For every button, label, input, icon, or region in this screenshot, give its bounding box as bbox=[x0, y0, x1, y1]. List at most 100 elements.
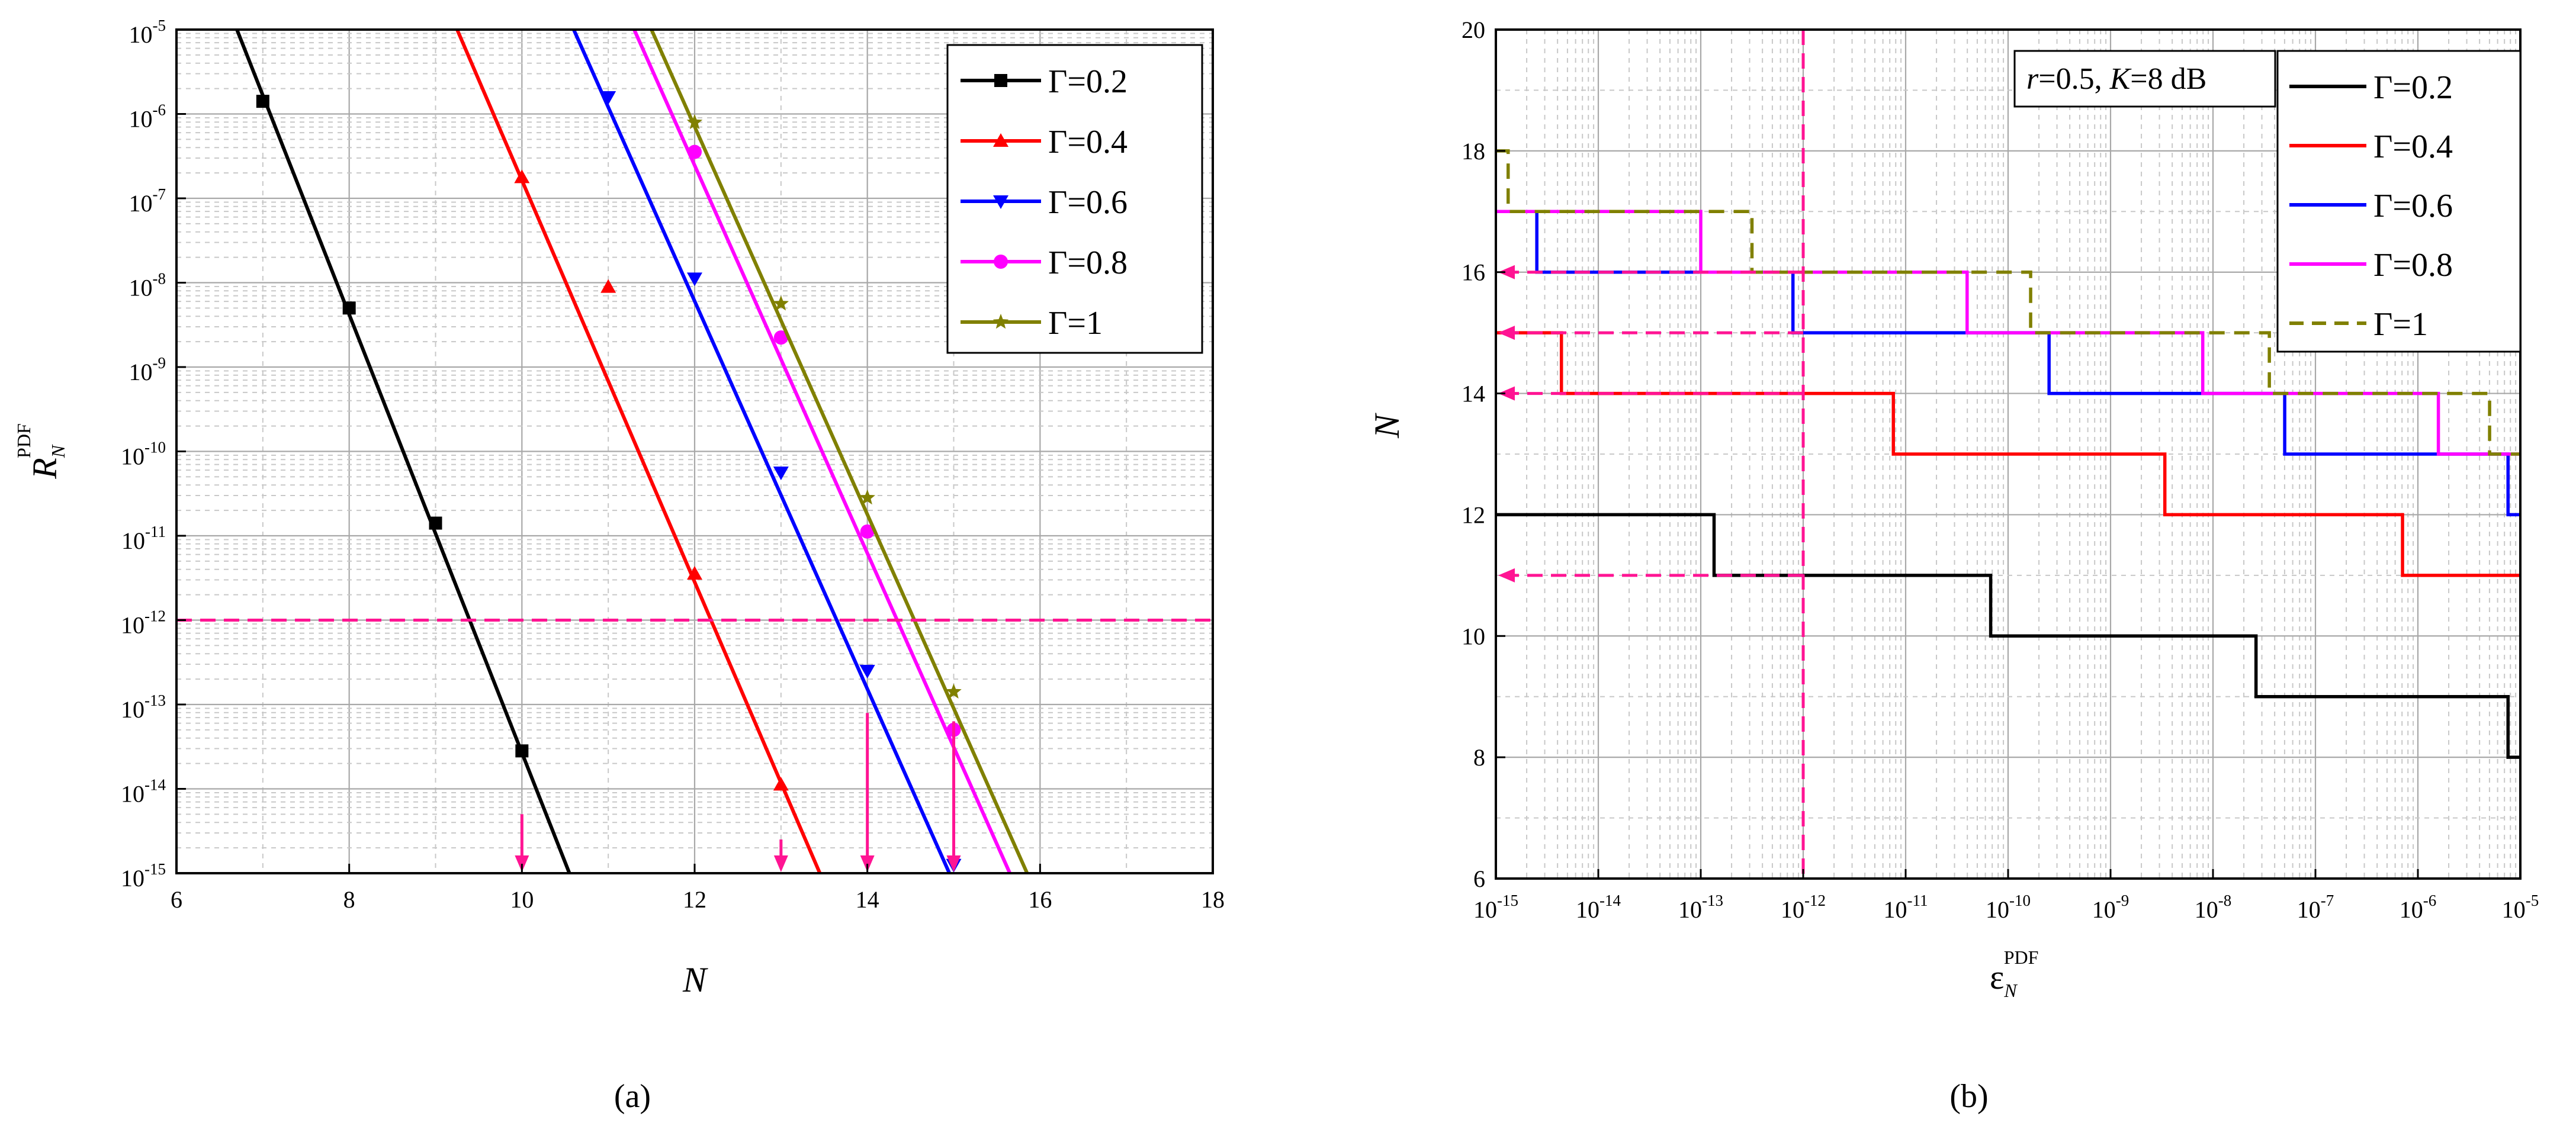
panel-b-legend-item: Γ=0.4 bbox=[2289, 128, 2453, 165]
panel-a-data-point bbox=[514, 169, 530, 184]
panel-b-arrow-head bbox=[1498, 568, 1515, 583]
panel-a-legend-marker bbox=[993, 133, 1008, 147]
panel-a-legend-marker bbox=[994, 74, 1007, 87]
panel-a-legend-marker bbox=[993, 314, 1009, 329]
panel-a-y-tick-label: 10-6 bbox=[129, 101, 166, 133]
panel-b-series bbox=[1496, 149, 2520, 759]
panel-a-x-tick-label: 8 bbox=[343, 886, 355, 913]
panel-b-annotation-text: r=0.5, K=8 dB bbox=[2026, 62, 2206, 96]
panel-a-data-point bbox=[946, 683, 962, 699]
panel-b-x-tick-label-base: 10 bbox=[1678, 896, 1702, 923]
panel-b-y-tick-label: 6 bbox=[1473, 866, 1485, 892]
panel-b-arrow-head bbox=[1498, 265, 1515, 279]
panel-b-caption: (b) bbox=[1949, 1078, 1988, 1115]
panel-a-x-tick-label: 14 bbox=[856, 886, 879, 913]
panel-b-x-tick-label-base: 10 bbox=[2502, 896, 2526, 923]
panel-a-x-tick-label: 18 bbox=[1201, 886, 1225, 913]
panel-b-legend-item: Γ=0.2 bbox=[2289, 69, 2453, 106]
panel-a-legend-marker bbox=[993, 195, 1008, 209]
panel-a-y-tick-label-exp: -9 bbox=[153, 354, 166, 372]
panel-b-annotation-box bbox=[2013, 50, 2276, 108]
panel-a-y-tick-label-exp: -6 bbox=[153, 101, 166, 119]
panel-b-legend-box bbox=[2276, 50, 2522, 353]
panel-b-y-tick-label: 8 bbox=[1473, 744, 1485, 771]
panel-b-x-tick-label: 10-10 bbox=[1986, 892, 2031, 923]
panel-a-series-4 bbox=[650, 28, 1029, 874]
panel-a-y-tick-label-base: 10 bbox=[129, 190, 153, 217]
panel-a-y-tick-label-exp: -7 bbox=[153, 185, 166, 203]
panel-a-y-axis-title-main: R bbox=[25, 458, 64, 479]
panel-a-data-point bbox=[687, 566, 702, 580]
svg-text:εNPDF: εN PDF bbox=[1990, 947, 2038, 1001]
panel-b-legend-label: Γ=1 bbox=[2373, 306, 2428, 343]
panel-a-series-1 bbox=[455, 28, 822, 874]
panel-a-y-tick-label-exp: -10 bbox=[144, 439, 166, 456]
panel-b-y-tick-label: 18 bbox=[1462, 138, 1485, 165]
panel-b-annotation-r-label: r bbox=[2026, 62, 2039, 96]
panel-a-y-tick-label-base: 10 bbox=[121, 612, 144, 639]
panel-a-legend-item: Γ=0.6 bbox=[961, 184, 1128, 221]
panel-a-data-point bbox=[686, 114, 703, 130]
panel-a-y-tick-label: 10-10 bbox=[121, 439, 166, 470]
panel-a-y-axis-title: RN PDF bbox=[13, 423, 69, 479]
panel-b-y-tick-label: 10 bbox=[1462, 623, 1485, 649]
panel-a-series-line bbox=[455, 28, 822, 874]
panel-a-legend-marker bbox=[994, 255, 1008, 269]
panel-b-x-tick-label-exp: -12 bbox=[1804, 892, 1826, 909]
panel-b-x-tick-label-exp: -6 bbox=[2423, 892, 2437, 909]
panel-a-data-point bbox=[859, 665, 875, 678]
panel-a-y-tick-label-exp: -12 bbox=[144, 607, 166, 625]
panel-b-x-tick-label-base: 10 bbox=[1986, 896, 2009, 923]
panel-b-x-tick-label-base: 10 bbox=[2092, 896, 2116, 923]
panel-a-legend: Γ=0.2 Γ=0.4 Γ=0.6 Γ=0.8 Γ=1 bbox=[946, 44, 1203, 354]
panel-a-legend-box bbox=[946, 44, 1203, 354]
panel-a-y-tick-label-exp: -13 bbox=[144, 691, 166, 709]
panel-a-data-point bbox=[773, 777, 789, 791]
panel-b-x-tick-label-base: 10 bbox=[2400, 896, 2423, 923]
panel-b-legend-label: Γ=0.4 bbox=[2373, 128, 2453, 165]
panel-a-y-tick-label-exp: -5 bbox=[153, 17, 166, 34]
panel-a-legend-item: Γ=0.8 bbox=[961, 244, 1128, 281]
panel-b-arrow-head bbox=[1498, 386, 1515, 401]
panel-a-x-tick-label: 16 bbox=[1028, 886, 1052, 913]
panel-b-y-tick-label: 20 bbox=[1462, 17, 1485, 43]
panel-a-x-axis-title: N bbox=[682, 960, 708, 999]
panel-b-legend-label: Γ=0.6 bbox=[2373, 188, 2453, 224]
panel-a-chart: 6 8 10 12 14 16 1810-510-610-710-810-910-1010-… bbox=[13, 17, 1225, 1115]
panel-a-series-0 bbox=[235, 28, 571, 874]
panel-a-y-axis-title-sup: PDF bbox=[13, 423, 34, 458]
panel-b-x-axis-title-main: ε bbox=[1990, 958, 2004, 996]
panel-b-x-tick-label: 10-15 bbox=[1473, 892, 1518, 923]
panel-b-x-tick-label: 10-9 bbox=[2092, 892, 2129, 923]
panel-a-y-tick-label-base: 10 bbox=[129, 359, 153, 385]
panel-b-legend-item: Γ=1 bbox=[2289, 306, 2428, 343]
panel-b-x-tick-label-base: 10 bbox=[1576, 896, 1599, 923]
panel-b-legend-label: Γ=0.2 bbox=[2373, 69, 2453, 106]
panel-b-annotation-k-value: =8 dB bbox=[2130, 62, 2206, 96]
panel-b-x-tick-label-exp: -8 bbox=[2218, 892, 2232, 909]
panel-b-x-tick-label-base: 10 bbox=[2297, 896, 2321, 923]
panel-a-data-point bbox=[515, 744, 529, 758]
panel-b-x-tick-label-exp: -5 bbox=[2526, 892, 2539, 909]
panel-b-annotation-k-label: K bbox=[2109, 62, 2132, 96]
panel-a-data-point bbox=[256, 95, 269, 108]
panel-a-y-tick-label: 10-7 bbox=[129, 185, 166, 217]
panel-a-data-point bbox=[429, 516, 442, 530]
panel-a-data-point bbox=[687, 272, 702, 287]
panel-a-y-tick-label-base: 10 bbox=[129, 106, 153, 133]
panel-b-series-2 bbox=[1496, 210, 2520, 517]
panel-b-arrow-head bbox=[1498, 326, 1515, 340]
panel-a-y-axis-title-sub: N bbox=[47, 444, 69, 458]
panel-b-x-tick-label-exp: -9 bbox=[2116, 892, 2129, 909]
panel-b-x-axis-title: εN PDF bbox=[1990, 947, 2038, 1001]
panel-a-y-tick-label-exp: -14 bbox=[144, 776, 166, 794]
panel-a-data-point bbox=[860, 524, 875, 539]
panel-b-x-tick-label-base: 10 bbox=[1781, 896, 1804, 923]
panel-a-legend-label: Γ=0.4 bbox=[1048, 124, 1128, 160]
panel-a-data-point bbox=[859, 489, 875, 505]
panel-a-caption: (a) bbox=[614, 1078, 651, 1115]
panel-a-x-tick-label: 10 bbox=[510, 886, 534, 913]
panel-a-y-tick-label-base: 10 bbox=[121, 781, 144, 807]
panel-a-data-point bbox=[342, 301, 356, 315]
panel-a-data-point bbox=[688, 144, 702, 159]
